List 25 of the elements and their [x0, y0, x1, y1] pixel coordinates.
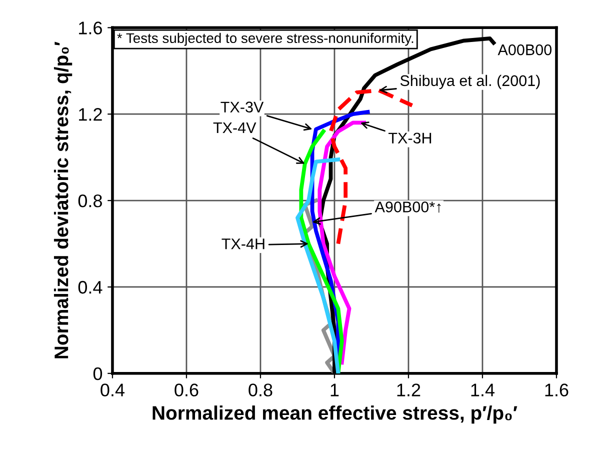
annotation: A00B00: [498, 44, 552, 56]
annotation: TX-3H: [388, 132, 432, 144]
x-tick-label: 1.6: [545, 384, 568, 396]
y-axis-title: Normalized deviatoric stress, q/p₀′: [54, 42, 72, 358]
x-tick-label: 1: [330, 384, 339, 396]
annotation: TX-3V: [220, 102, 264, 112]
y-tick-label: 0.4: [78, 280, 102, 294]
x-tick-label: 0.4: [100, 384, 124, 396]
line-series: [299, 129, 344, 374]
annotation: Shibuya et al. (2001): [400, 74, 540, 90]
y-tick-label: 0: [93, 367, 102, 380]
line-series: [318, 120, 366, 365]
annotation: TX-4H: [222, 238, 264, 250]
y-tick-label: 0.8: [78, 194, 102, 208]
annotation: * Tests subjected to severe stress-nonuniformity.: [117, 32, 414, 46]
y-tick-label: 1.6: [79, 22, 102, 34]
y-tick-label: 1.2: [79, 108, 102, 121]
line-series: [296, 158, 340, 374]
x-tick-label: 0.8: [248, 384, 272, 396]
annotation: A90B00*↑: [374, 202, 441, 213]
x-tick-label: 0.6: [174, 384, 198, 396]
x-tick-label: 1.4: [471, 384, 494, 396]
x-tick-label: 1.2: [397, 384, 420, 396]
annotation: TX-4V: [213, 122, 256, 134]
x-axis-title: Normalized mean effective stress, p′/p₀′: [152, 406, 518, 424]
